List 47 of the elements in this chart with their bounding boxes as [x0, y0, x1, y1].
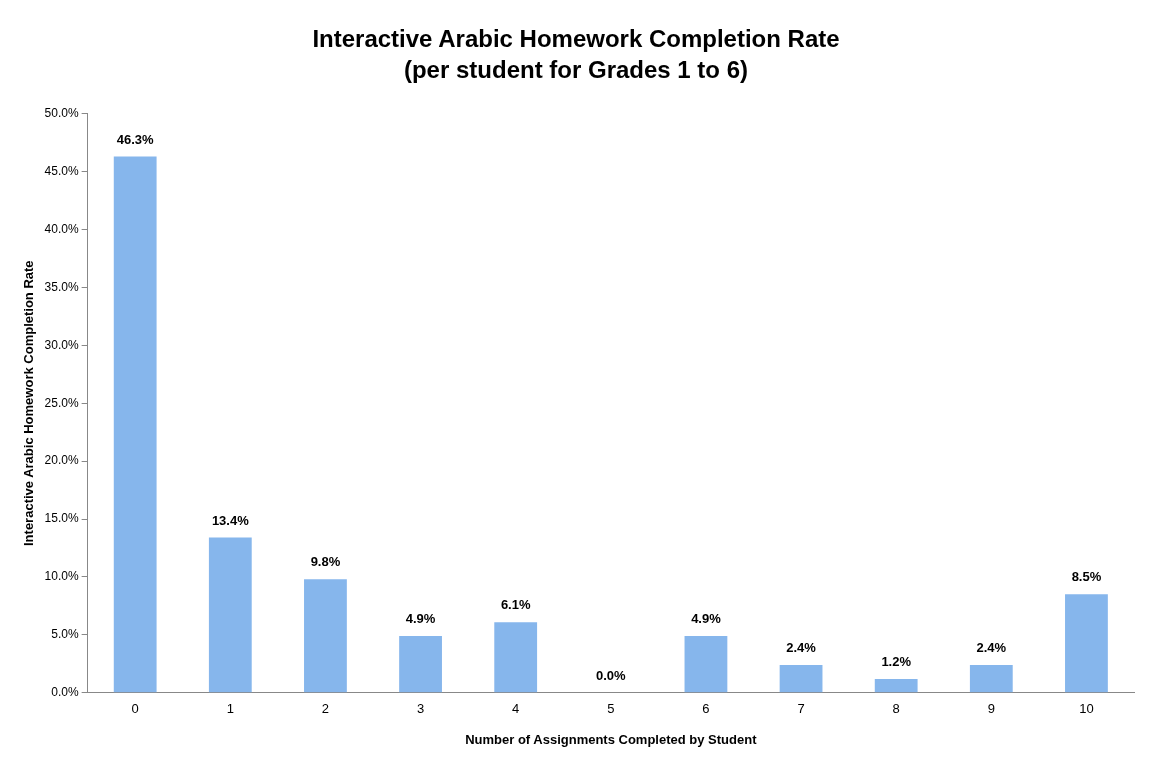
- y-tick-label: 40.0%: [44, 221, 79, 236]
- x-tick-label: 10: [1079, 701, 1094, 717]
- y-tick-label: 25.0%: [44, 395, 79, 410]
- x-tick-label: 7: [797, 701, 805, 717]
- y-tick-label: 20.0%: [44, 453, 79, 468]
- bar: [969, 665, 1013, 693]
- data-label: 1.2%: [881, 653, 912, 669]
- x-tick-label: 3: [416, 701, 425, 717]
- data-label: 4.9%: [405, 611, 436, 627]
- y-tick-label: 50.0%: [44, 105, 79, 120]
- y-tick-label: 0.0%: [51, 685, 79, 700]
- x-tick-label: 2: [321, 701, 330, 717]
- x-tick-label: 6: [702, 701, 710, 717]
- bar: [208, 537, 252, 693]
- data-label: 4.9%: [691, 611, 722, 627]
- data-label: 13.4%: [211, 512, 250, 528]
- bar: [399, 636, 442, 693]
- data-label: 6.1%: [500, 597, 531, 613]
- chart-subtitle: (per student for Grades 1 to 6): [403, 55, 749, 83]
- x-tick-label: 5: [607, 701, 615, 717]
- bar: [684, 636, 728, 693]
- data-label: 2.4%: [786, 640, 817, 656]
- data-label: 2.4%: [976, 640, 1007, 656]
- bar: [304, 579, 347, 693]
- bar: [113, 156, 157, 693]
- y-tick-label: 35.0%: [44, 279, 79, 294]
- data-label: 8.5%: [1071, 569, 1102, 585]
- y-tick-label: 30.0%: [44, 337, 79, 352]
- y-tick-label: 15.0%: [44, 511, 79, 526]
- x-tick-label: 0: [131, 701, 139, 717]
- bar: [779, 665, 823, 693]
- y-tick-label: 5.0%: [51, 627, 79, 642]
- data-label: 46.3%: [116, 131, 155, 147]
- y-tick-label: 45.0%: [44, 163, 79, 178]
- bar: [1065, 594, 1108, 693]
- data-label: 0.0%: [595, 667, 627, 683]
- x-tick-label: 4: [512, 701, 520, 717]
- chart-title: Interactive Arabic Homework Completion Rate: [312, 25, 840, 53]
- y-tick-label: 10.0%: [44, 569, 79, 584]
- x-tick-label: 8: [892, 701, 900, 717]
- bar: [494, 622, 538, 693]
- data-label: 9.8%: [310, 554, 341, 570]
- x-axis-title: Number of Assignments Completed by Student: [465, 731, 758, 747]
- y-axis-title: Interactive Arabic Homework Completion Rate: [21, 260, 37, 546]
- x-tick-label: 1: [226, 701, 234, 717]
- bar: [874, 678, 918, 693]
- x-tick-label: 9: [987, 701, 995, 717]
